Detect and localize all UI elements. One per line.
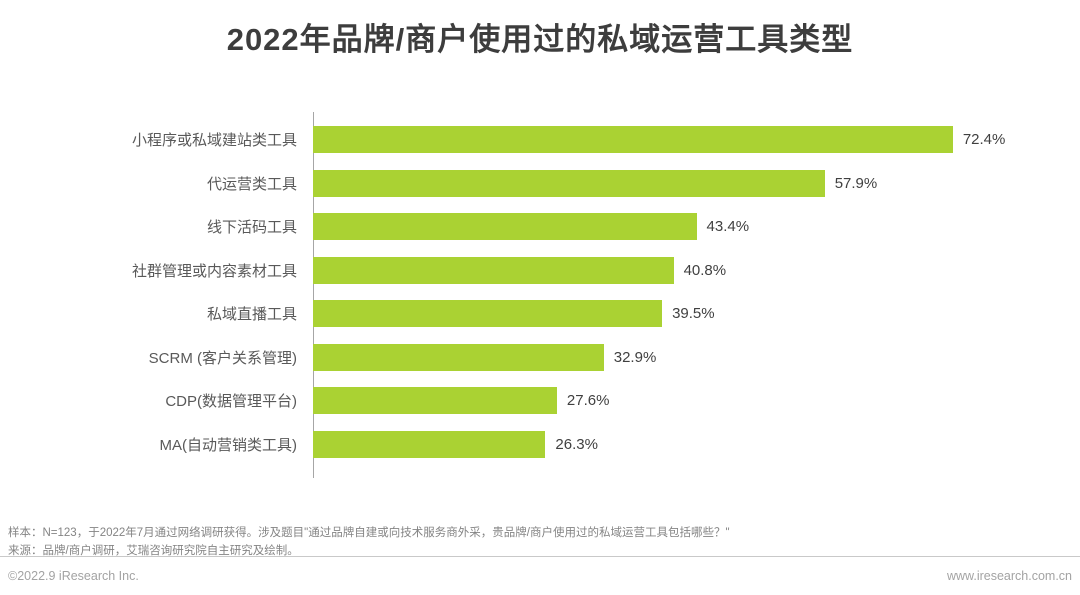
value-label: 39.5% (672, 305, 715, 323)
plot-area: 40.8% (313, 256, 1020, 284)
copyright-text: ©2022.9 iResearch Inc. (8, 569, 139, 583)
bar-row: 社群管理或内容素材工具 40.8% (0, 249, 1020, 293)
category-label: 代运营类工具 (206, 175, 297, 193)
bar (313, 126, 953, 154)
plot-area: 39.5% (313, 300, 1020, 328)
plot-area: 27.6% (313, 387, 1020, 415)
bar-row: CDP(数据管理平台) 27.6% (0, 379, 1020, 423)
category-label: 社群管理或内容素材工具 (131, 262, 297, 280)
bar (313, 169, 825, 197)
category-label: MA(自动营销类工具) (159, 436, 298, 454)
category-label: 私域直播工具 (206, 306, 297, 324)
value-label: 43.4% (706, 218, 750, 236)
plot-area: 57.9% (313, 169, 1020, 197)
bar-row: 私域直播工具 39.5% (0, 292, 1020, 336)
chart-title: 2022年品牌/商户使用过的私域运营工具类型 (226, 22, 854, 57)
bar (313, 430, 546, 458)
bar-row: MA(自动营销类工具) 26.3% (0, 423, 1020, 467)
bar-row: SCRM (客户关系管理) 32.9% (0, 336, 1020, 380)
plot-area: 43.4% (313, 213, 1020, 241)
value-label: 40.8% (683, 261, 727, 279)
footer-divider (0, 556, 1080, 557)
category-label: SCRM (客户关系管理) (148, 349, 297, 367)
value-label: 26.3% (555, 435, 598, 453)
category-label: CDP(数据管理平台) (165, 393, 297, 411)
footnotes: 样本：N=123，于2022年7月通过网络调研获得。涉及题目"通过品牌自建或向技… (8, 524, 1072, 560)
bar (313, 387, 557, 415)
sample-note: 样本：N=123，于2022年7月通过网络调研获得。涉及题目"通过品牌自建或向技… (8, 527, 730, 539)
value-label: 27.6% (566, 392, 610, 410)
source-note: 来源：品牌/商户调研，艾瑞咨询研究院自主研究及绘制。 (8, 545, 299, 557)
bar-chart: 小程序或私域建站类工具 72.4% 代运营类工具 57.9% 线下活码工具 43… (0, 118, 1020, 466)
value-label: 72.4% (962, 131, 1006, 149)
category-label: 小程序或私域建站类工具 (131, 132, 297, 150)
website-text: www.iresearch.com.cn (946, 569, 1072, 583)
bar-row: 线下活码工具 43.4% (0, 205, 1020, 249)
bar (313, 343, 604, 371)
bar (313, 300, 663, 328)
value-label: 57.9% (834, 174, 878, 192)
plot-area: 26.3% (313, 430, 1020, 458)
category-label: 线下活码工具 (206, 219, 297, 237)
value-label: 32.9% (613, 348, 657, 366)
plot-area: 32.9% (313, 343, 1020, 371)
plot-area: 72.4% (313, 126, 1020, 154)
y-axis-line (313, 112, 314, 478)
bar (313, 256, 674, 284)
bar-row: 代运营类工具 57.9% (0, 162, 1020, 206)
bar-row: 小程序或私域建站类工具 72.4% (0, 118, 1020, 162)
bar (313, 213, 697, 241)
